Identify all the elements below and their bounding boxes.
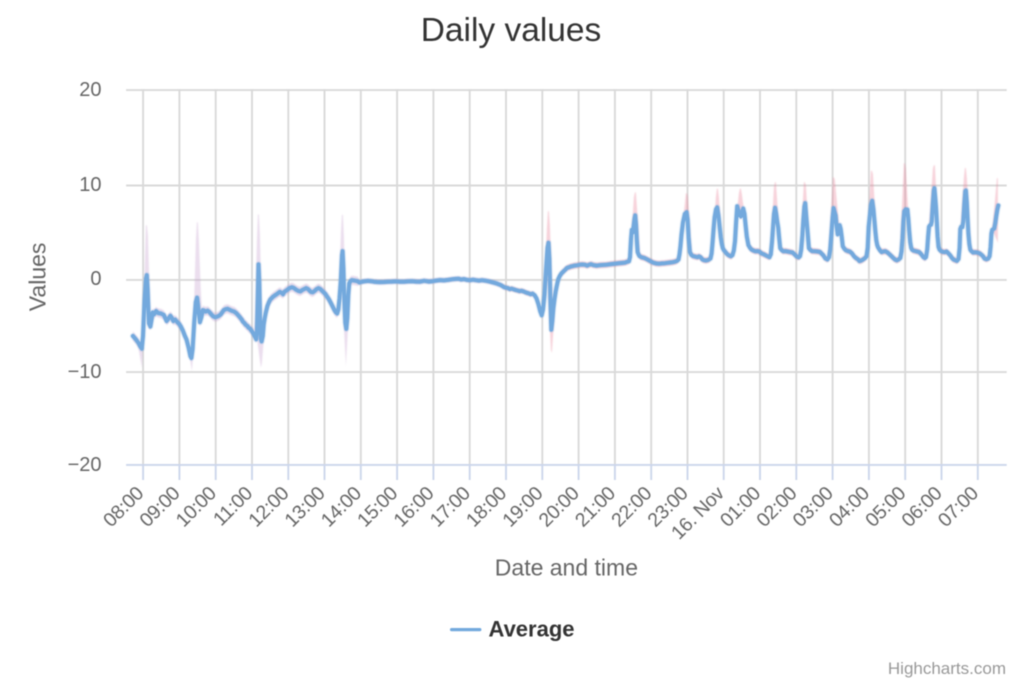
- svg-text:−10: −10: [68, 361, 102, 383]
- svg-text:Values: Values: [25, 243, 51, 312]
- svg-text:Daily values: Daily values: [421, 12, 602, 49]
- svg-text:Highcharts.com: Highcharts.com: [888, 659, 1006, 678]
- svg-text:0: 0: [90, 268, 101, 290]
- svg-text:10: 10: [79, 174, 101, 196]
- svg-text:−20: −20: [68, 454, 102, 476]
- svg-text:20: 20: [79, 79, 101, 101]
- svg-text:Average: Average: [489, 617, 575, 642]
- svg-text:Date and time: Date and time: [495, 555, 638, 581]
